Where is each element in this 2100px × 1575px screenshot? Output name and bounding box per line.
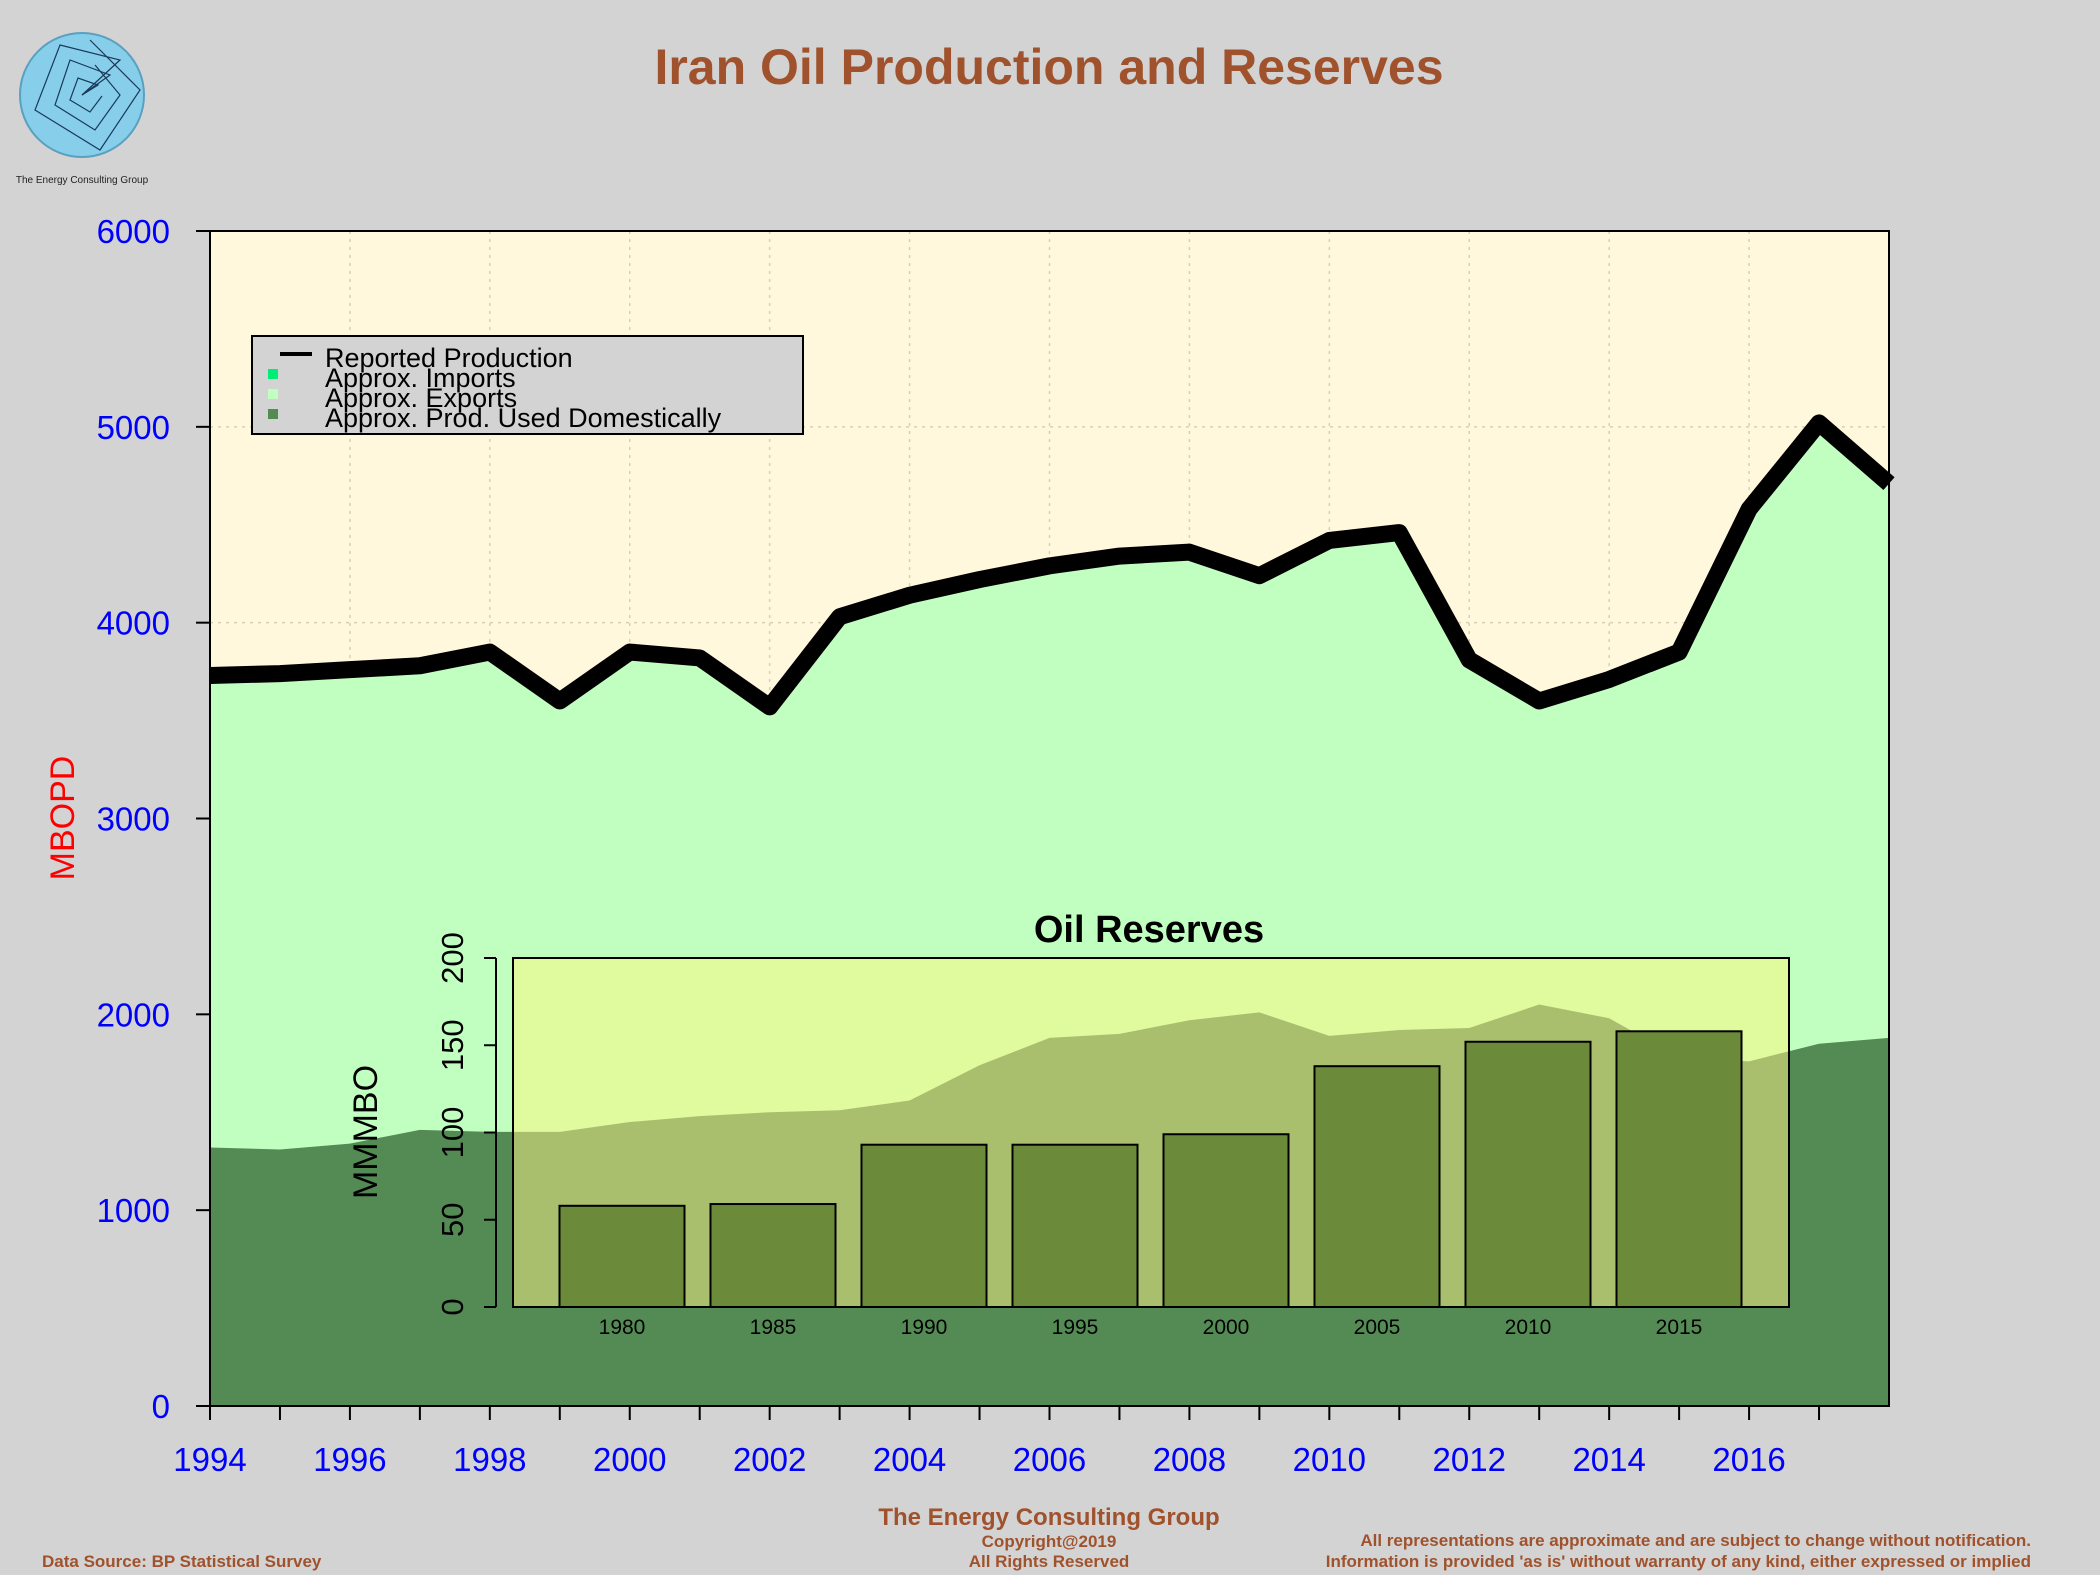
inset-y-label: MMMBO (347, 1065, 385, 1199)
inset-y-tick-label: 50 (435, 1203, 470, 1237)
inset-x-tick-label: 2010 (1505, 1316, 1552, 1339)
y-tick-label: 5000 (97, 409, 170, 446)
reserve-bar (558, 1204, 686, 1309)
inset-title: Oil Reserves (1034, 909, 1264, 951)
legend-imports-swatch (268, 369, 278, 379)
legend-domestic-label: Approx. Prod. Used Domestically (325, 403, 722, 433)
inset-x-tick-label: 2015 (1656, 1316, 1703, 1339)
y-axis-label: MBOPD (44, 756, 82, 881)
legend: Reported Production Approx. Imports Appr… (251, 335, 804, 435)
footer-disclaimer-1: All representations are approximate and … (1360, 1531, 2031, 1550)
legend-domestic-swatch (268, 409, 278, 419)
chart-title: Iran Oil Production and Reserves (654, 39, 1443, 95)
reserve-bar (709, 1203, 837, 1309)
inset-y-tick-label: 0 (435, 1298, 470, 1315)
inset-border (512, 957, 1790, 1308)
y-tick-label: 6000 (97, 213, 170, 250)
legend-production-label: Reported Production (325, 343, 573, 373)
production-line (209, 414, 1895, 716)
x-tick-label: 1994 (173, 1441, 246, 1478)
y-axis: 0 1000 2000 3000 4000 5000 6000 (97, 213, 210, 1425)
logo: The Energy Consulting Group (16, 32, 149, 186)
inset-x-tick-label: 2005 (1354, 1316, 1401, 1339)
inset-x-tick-label: 1980 (599, 1316, 646, 1339)
legend-exports-label: Approx. Exports (325, 383, 517, 413)
x-tick-label: 2008 (1153, 1441, 1226, 1478)
y-tick-label: 2000 (97, 996, 170, 1033)
inset-y-axis: 0 50 100 150 200 (435, 932, 497, 1316)
reserve-bar (1615, 1030, 1743, 1309)
inset-x-labels: 1980 1985 1990 1995 2000 2005 2010 2015 (599, 1316, 1703, 1339)
reserve-bar (1162, 1133, 1290, 1308)
reserve-bar (860, 1143, 988, 1308)
inset-x-tick-label: 1995 (1052, 1316, 1099, 1339)
footer-company: The Energy Consulting Group (878, 1504, 1219, 1531)
inset-x-tick-label: 2000 (1203, 1316, 1250, 1339)
footer: The Energy Consulting Group Copyright@20… (42, 1504, 2031, 1571)
x-tick-label: 2014 (1572, 1441, 1645, 1478)
x-tick-label: 1998 (453, 1441, 526, 1478)
x-tick-label: 1996 (313, 1441, 386, 1478)
y-tick-label: 1000 (97, 1192, 170, 1229)
inset-y-tick-label: 100 (435, 1107, 470, 1159)
logo-caption: The Energy Consulting Group (16, 175, 149, 186)
footer-disclaimer-2: Information is provided 'as is' without … (1326, 1552, 2031, 1571)
x-tick-label: 2006 (1013, 1441, 1086, 1478)
inset-y-tick-label: 200 (435, 932, 470, 984)
y-tick-label: 4000 (97, 605, 170, 642)
footer-copyright: Copyright@2019 (982, 1532, 1117, 1551)
x-tick-label: 2016 (1712, 1441, 1785, 1478)
footer-source: Data Source: BP Statistical Survey (42, 1552, 322, 1571)
reserve-bar (1011, 1143, 1139, 1308)
x-tick-label: 2000 (593, 1441, 666, 1478)
footer-rights: All Rights Reserved (969, 1552, 1130, 1571)
reserve-bar (1464, 1040, 1592, 1308)
x-tick-label: 2002 (733, 1441, 806, 1478)
x-tick-label: 2010 (1293, 1441, 1366, 1478)
legend-exports-swatch (268, 389, 278, 399)
reserve-bar (1313, 1065, 1441, 1308)
inset-x-tick-label: 1985 (750, 1316, 797, 1339)
y-tick-label: 3000 (97, 801, 170, 838)
legend-imports-label: Approx. Imports (325, 363, 516, 393)
y-tick-label: 0 (152, 1388, 170, 1425)
inset-x-tick-label: 1990 (901, 1316, 948, 1339)
inset-y-tick-label: 150 (435, 1019, 470, 1071)
logo-spiral-lines (34, 39, 141, 151)
x-tick-label: 2012 (1433, 1441, 1506, 1478)
x-tick-label: 2004 (873, 1441, 946, 1478)
legend-box (251, 335, 804, 435)
x-axis: 1994 1996 1998 2000 2002 2004 2006 2008 2010 2012… (173, 1406, 1821, 1478)
